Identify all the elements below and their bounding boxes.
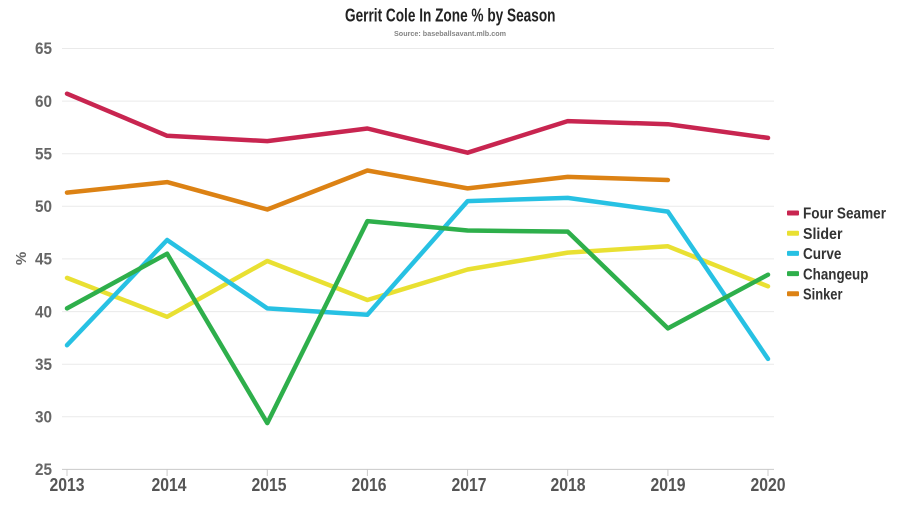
svg-text:%: % xyxy=(13,252,30,265)
svg-text:65: 65 xyxy=(35,40,52,58)
svg-text:2016: 2016 xyxy=(352,474,387,495)
svg-text:50: 50 xyxy=(35,198,52,216)
svg-text:30: 30 xyxy=(35,409,52,427)
svg-text:Gerrit Cole In Zone % by Seaso: Gerrit Cole In Zone % by Season xyxy=(345,4,556,25)
svg-text:40: 40 xyxy=(35,303,52,321)
svg-text:55: 55 xyxy=(35,145,52,163)
svg-text:25: 25 xyxy=(35,461,52,479)
svg-text:35: 35 xyxy=(35,356,52,374)
svg-text:2013: 2013 xyxy=(50,474,85,495)
svg-text:2020: 2020 xyxy=(751,474,786,495)
svg-text:2015: 2015 xyxy=(252,474,287,495)
svg-text:Changeup: Changeup xyxy=(803,266,868,283)
svg-text:Curve: Curve xyxy=(803,246,842,263)
svg-text:2019: 2019 xyxy=(651,474,686,495)
svg-text:Four Seamer: Four Seamer xyxy=(803,206,886,223)
svg-text:2018: 2018 xyxy=(551,474,586,495)
svg-text:Sinker: Sinker xyxy=(803,287,843,304)
svg-text:Slider: Slider xyxy=(803,226,843,243)
svg-text:45: 45 xyxy=(35,251,52,269)
svg-text:2017: 2017 xyxy=(452,474,487,495)
svg-text:60: 60 xyxy=(35,93,52,111)
svg-text:2014: 2014 xyxy=(152,474,188,495)
svg-text:Source: baseballsavant.mlb.com: Source: baseballsavant.mlb.com xyxy=(394,29,506,38)
